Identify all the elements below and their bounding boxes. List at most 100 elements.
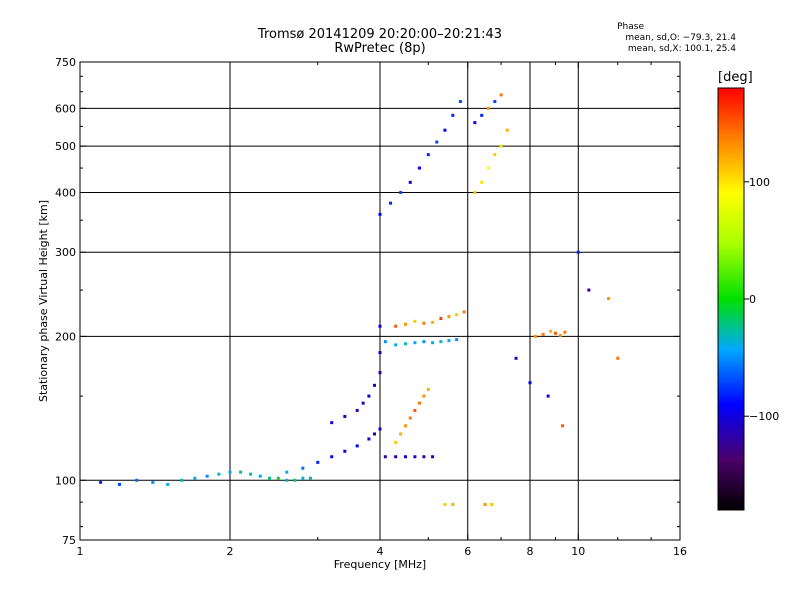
y-tick-label: 400 (55, 186, 76, 199)
data-point (499, 93, 503, 97)
data-point (308, 476, 312, 480)
data-point (493, 100, 497, 104)
data-point (249, 472, 253, 476)
data-point (607, 297, 611, 301)
data-point (343, 449, 347, 453)
data-point (549, 329, 553, 333)
data-point (383, 455, 387, 459)
data-point (443, 502, 447, 506)
data-point (486, 166, 490, 170)
data-point (422, 455, 426, 459)
colorbar-tick-label: 0 (749, 293, 756, 306)
data-point (180, 478, 184, 482)
data-point (455, 313, 459, 317)
data-point (205, 474, 209, 478)
data-point (431, 341, 435, 345)
data-point (439, 316, 443, 320)
x-tick-label: 16 (673, 545, 687, 558)
chart-subtitle: RwPretec (8p) (334, 41, 426, 56)
phase-legend-title: Phase (617, 22, 644, 32)
data-point (480, 180, 484, 184)
data-point (413, 319, 417, 323)
data-point (378, 324, 382, 328)
data-point (166, 482, 170, 486)
data-point (301, 466, 305, 470)
data-point (561, 424, 565, 428)
data-point (267, 476, 271, 480)
data-point (422, 340, 426, 344)
data-point (135, 478, 139, 482)
y-tick-label: 100 (55, 474, 76, 487)
data-point (403, 342, 407, 346)
data-point (528, 381, 532, 385)
data-point (378, 427, 382, 431)
y-tick-label: 500 (55, 140, 76, 153)
data-point (343, 414, 347, 418)
data-point (293, 478, 297, 482)
data-point (417, 401, 421, 405)
data-point (558, 333, 562, 337)
y-tick-label: 750 (55, 56, 76, 69)
data-point (576, 250, 580, 254)
data-point (361, 401, 365, 405)
data-point (413, 408, 417, 412)
y-axis-label: Stationary phase Virtual Height [km] (37, 200, 50, 402)
data-point (541, 332, 545, 336)
data-point (217, 472, 221, 476)
data-point (403, 455, 407, 459)
data-point (486, 106, 490, 110)
y-tick-label: 600 (55, 102, 76, 115)
data-point (373, 383, 377, 387)
data-point (367, 394, 371, 398)
data-point (455, 338, 459, 342)
x-tick-label: 10 (571, 545, 585, 558)
data-point (367, 437, 371, 441)
data-point (563, 330, 567, 334)
data-point (408, 416, 412, 420)
data-point (422, 321, 426, 325)
data-point (431, 455, 435, 459)
x-axis-label: Frequency [MHz] (334, 558, 426, 571)
data-point (443, 128, 447, 132)
x-tick-label: 6 (464, 545, 471, 558)
phase-stat-o: mean, sd,O: −79.3, 21.4 (625, 33, 736, 43)
data-point (435, 140, 439, 144)
data-point (383, 340, 387, 344)
data-point (117, 482, 121, 486)
data-point (394, 440, 398, 444)
data-point (473, 190, 477, 194)
data-point (389, 201, 393, 205)
data-point (258, 474, 262, 478)
data-point (285, 470, 289, 474)
data-point (355, 408, 359, 412)
data-point (462, 310, 466, 314)
colorbar (717, 87, 745, 511)
y-tick-label: 200 (55, 330, 76, 343)
data-point (499, 144, 503, 148)
data-point (473, 121, 477, 125)
data-point (587, 288, 591, 292)
data-point (403, 322, 407, 326)
data-point (426, 153, 430, 157)
data-point (378, 371, 382, 375)
data-point (505, 128, 509, 132)
data-point (301, 476, 305, 480)
data-point (394, 455, 398, 459)
x-tick-label: 8 (527, 545, 534, 558)
data-point (99, 480, 103, 484)
data-point (276, 476, 280, 480)
data-point (403, 424, 407, 428)
data-point (546, 394, 550, 398)
data-point (413, 341, 417, 345)
data-point (514, 356, 518, 360)
data-point (439, 340, 443, 344)
data-point (616, 356, 620, 360)
y-tick-label: 300 (55, 246, 76, 259)
data-point (355, 444, 359, 448)
data-point (151, 480, 155, 484)
data-point (408, 180, 412, 184)
data-point (378, 212, 382, 216)
data-point (399, 432, 403, 436)
data-point (447, 339, 451, 343)
data-point (422, 394, 426, 398)
